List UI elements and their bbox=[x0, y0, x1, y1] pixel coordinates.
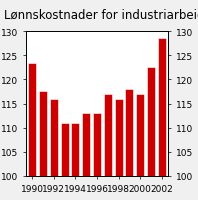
Bar bbox=[104, 94, 112, 176]
Bar bbox=[125, 90, 133, 176]
Bar bbox=[158, 39, 166, 176]
Bar bbox=[93, 114, 101, 176]
Bar bbox=[28, 63, 36, 176]
Text: Lønnskostnader for industriarbeidere: Lønnskostnader for industriarbeidere bbox=[4, 9, 198, 22]
Bar bbox=[136, 94, 144, 176]
Bar bbox=[39, 92, 47, 176]
Bar bbox=[115, 99, 123, 176]
Bar bbox=[61, 123, 69, 176]
Bar bbox=[71, 123, 79, 176]
Bar bbox=[50, 99, 58, 176]
Bar bbox=[147, 68, 155, 176]
Bar bbox=[82, 114, 90, 176]
